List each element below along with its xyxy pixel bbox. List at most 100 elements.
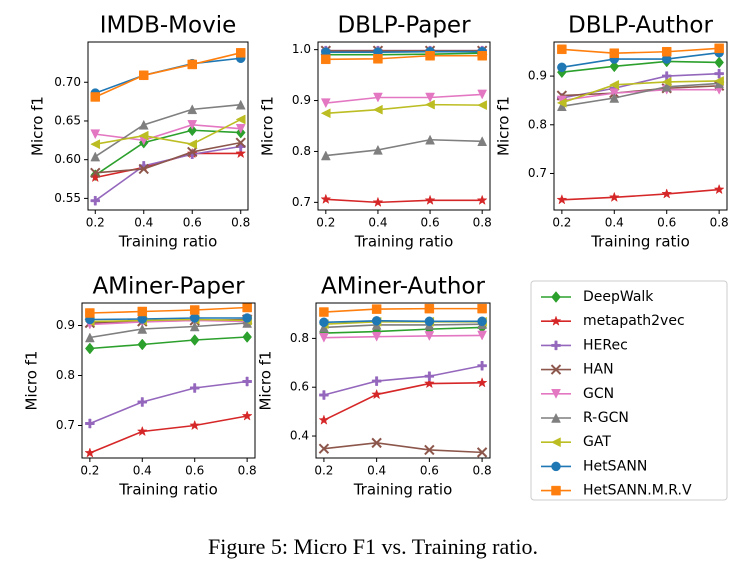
point-marker: [371, 331, 382, 342]
point-marker: [84, 447, 96, 458]
y-tick-label: 0.7: [56, 418, 75, 432]
point-marker: [424, 371, 435, 381]
legend-label: HetSANN: [583, 458, 647, 474]
x-tick-label: 0.6: [185, 464, 204, 478]
legend-label: GAT: [583, 434, 611, 450]
x-tick-label: 0.8: [231, 216, 250, 230]
series-line: [323, 307, 483, 313]
point-marker: [319, 317, 329, 328]
point-marker: [714, 68, 724, 79]
point-marker: [137, 397, 148, 407]
point-marker: [320, 150, 331, 161]
series-line: [89, 317, 248, 321]
point-marker: [424, 194, 436, 205]
series-line: [89, 319, 248, 326]
point-marker: [424, 444, 435, 456]
point-marker: [189, 334, 200, 346]
series-line: [561, 80, 720, 104]
legend-label: R-GCN: [583, 410, 629, 426]
x-tick-label: 0.2: [552, 216, 571, 230]
series-line: [89, 415, 248, 454]
point-marker: [187, 120, 198, 130]
point-marker: [425, 50, 435, 61]
point-marker: [608, 191, 620, 202]
y-axis-label: Micro f1: [23, 351, 41, 411]
point-marker: [477, 360, 487, 371]
plot-frame: [553, 41, 728, 211]
point-marker: [319, 390, 329, 400]
point-marker: [137, 338, 148, 351]
point-marker: [136, 425, 148, 437]
x-tick-label: 0.4: [134, 216, 153, 230]
series-line: [325, 54, 483, 61]
y-axis-label: Micro f1: [29, 96, 47, 156]
point-marker: [556, 194, 568, 205]
y-tick-label: 0.8: [290, 331, 309, 345]
point-marker: [138, 119, 149, 130]
y-tick-label: 0.9: [56, 318, 75, 332]
series-line: [89, 336, 248, 350]
series-line: [561, 88, 720, 102]
legend-marker: [551, 461, 561, 472]
legend-label: HERec: [583, 337, 628, 353]
point-marker: [321, 54, 331, 65]
point-marker: [477, 330, 487, 341]
point-marker: [424, 331, 435, 342]
x-tick-label: 0.2: [80, 464, 99, 478]
series-line: [89, 322, 248, 339]
point-marker: [85, 342, 95, 355]
y-axis-label: Micro f1: [495, 96, 513, 156]
point-marker: [235, 114, 246, 125]
series-line: [95, 141, 241, 174]
x-tick-label: 0.2: [86, 216, 105, 230]
plot-frame: [81, 302, 256, 459]
point-marker: [714, 76, 724, 86]
point-marker: [319, 332, 329, 343]
legend-marker: [551, 412, 561, 423]
series-line: [95, 124, 241, 142]
point-marker: [189, 383, 200, 393]
series-line: [325, 93, 483, 104]
y-tick-label: 0.9: [292, 93, 311, 107]
series-line: [561, 82, 720, 108]
point-marker: [477, 316, 487, 327]
point-marker: [609, 92, 620, 103]
point-marker: [320, 108, 331, 119]
plot-frame: [315, 302, 491, 459]
legend-marker: [551, 340, 561, 351]
point-marker: [714, 43, 724, 54]
legend-box: [530, 280, 728, 501]
point-marker: [139, 70, 149, 81]
series-line: [325, 198, 483, 204]
point-marker: [90, 167, 101, 179]
series-line: [89, 318, 248, 323]
point-marker: [85, 308, 95, 318]
point-marker: [714, 56, 724, 69]
y-tick-label: 0.70: [54, 75, 81, 89]
series-line: [325, 50, 483, 53]
point-marker: [187, 104, 198, 115]
point-marker: [373, 92, 383, 103]
point-marker: [242, 313, 252, 323]
legend-label: HAN: [583, 362, 614, 378]
point-marker: [371, 388, 383, 400]
series-line: [325, 52, 483, 56]
x-axis-label: Training ratio: [353, 481, 453, 499]
point-marker: [235, 99, 246, 110]
point-marker: [476, 377, 488, 388]
x-axis-label: Training ratio: [354, 233, 454, 251]
series-line: [89, 306, 248, 314]
point-marker: [371, 376, 382, 386]
x-tick-label: 0.4: [367, 464, 386, 478]
legend-label: DeepWalk: [583, 289, 654, 305]
point-marker: [661, 188, 673, 199]
y-tick-label: 0.6: [290, 380, 309, 394]
y-tick-label: 0.9: [528, 69, 547, 83]
point-marker: [477, 136, 488, 147]
chart-title: DBLP-Paper: [337, 13, 471, 39]
series-line: [323, 334, 483, 339]
point-marker: [137, 323, 148, 334]
x-tick-label: 0.6: [420, 464, 439, 478]
point-marker: [242, 376, 252, 387]
point-marker: [661, 77, 672, 87]
